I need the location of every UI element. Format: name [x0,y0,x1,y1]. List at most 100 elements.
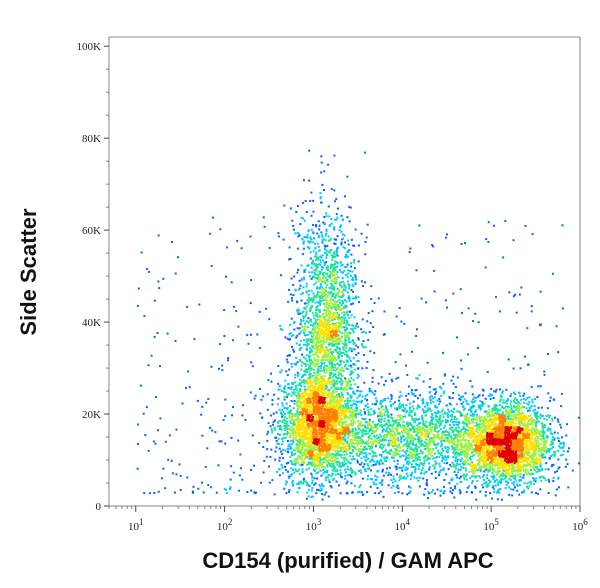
scatter-point [458,436,461,438]
scatter-point [442,433,445,435]
scatter-point [503,413,505,416]
scatter-point [528,401,531,404]
scatter-point [310,359,313,362]
scatter-point [502,469,505,472]
scatter-point [474,399,477,402]
scatter-point [328,313,331,316]
scatter-point [508,486,511,489]
scatter-point [329,237,332,240]
scatter-point [511,494,514,497]
scatter-point [340,335,343,338]
scatter-point [305,468,308,471]
scatter-point [494,484,497,487]
scatter-point [315,224,317,226]
scatter-point [308,346,311,349]
scatter-point [497,489,499,492]
scatter-point [521,405,524,408]
scatter-point [432,464,435,467]
scatter-point [421,399,424,402]
scatter-point [330,465,333,468]
scatter-point [549,432,552,435]
scatter-point [476,346,479,349]
scatter-point [384,450,387,453]
scatter-point [281,328,284,331]
scatter-point [346,263,349,266]
scatter-point [539,465,542,467]
scatter-point [300,368,303,371]
scatter-point [435,462,438,465]
scatter-point [381,400,384,403]
scatter-point [417,457,420,460]
scatter-point [354,228,357,231]
scatter-point [376,428,379,431]
scatter-point [356,433,359,435]
scatter-point [428,386,431,389]
scatter-point [398,307,401,309]
scatter-point [286,428,289,431]
scatter-point [457,394,460,397]
scatter-point [369,427,372,430]
scatter-point [298,343,301,346]
scatter-point [346,353,349,356]
scatter-point [473,405,476,408]
scatter-point [358,470,360,472]
scatter-point [304,455,307,458]
scatter-point [494,405,497,407]
scatter-point [476,469,479,472]
scatter-point [277,433,279,435]
scatter-point [557,467,560,470]
scatter-point [319,459,322,462]
scatter-point [430,472,433,475]
scatter-point [338,461,341,464]
scatter-point [413,459,416,462]
scatter-point [362,331,365,333]
scatter-point [380,421,383,423]
scatter-point [327,358,330,361]
scatter-point [346,465,349,468]
scatter-point [352,402,355,405]
scatter-point [364,426,367,429]
scatter-point [309,251,312,254]
scatter-point [529,414,532,417]
scatter-point [459,463,462,466]
scatter-point [154,442,157,445]
scatter-point [475,397,478,399]
scatter-point [323,281,326,283]
scatter-point [360,232,363,235]
scatter-point [337,308,340,311]
scatter-point [345,425,348,428]
scatter-point [491,472,494,475]
scatter-point [347,295,350,298]
scatter-point [225,275,227,278]
scatter-point [329,348,332,351]
scatter-point [305,343,308,346]
scatter-point [342,219,344,222]
scatter-point [487,395,490,398]
scatter-point [377,441,380,444]
scatter-point [360,439,363,441]
scatter-point [320,466,323,469]
scatter-point [295,309,298,312]
scatter-point [326,471,329,474]
scatter-point [330,351,333,354]
scatter-point [334,269,337,272]
scatter-point [349,440,352,443]
scatter-point [351,278,354,281]
scatter-point [325,272,328,275]
scatter-point [298,287,301,290]
scatter-point [493,470,496,473]
scatter-point [287,475,290,478]
scatter-point [333,242,336,245]
scatter-point [347,269,350,272]
scatter-point [240,247,243,250]
scatter-point [324,305,326,308]
scatter-point [346,255,349,258]
scatter-point [416,405,419,408]
scatter-point [278,433,281,436]
scatter-point [407,442,410,445]
scatter-point [357,346,360,349]
scatter-point [559,441,562,444]
scatter-point [560,426,562,429]
scatter-point [295,342,298,345]
